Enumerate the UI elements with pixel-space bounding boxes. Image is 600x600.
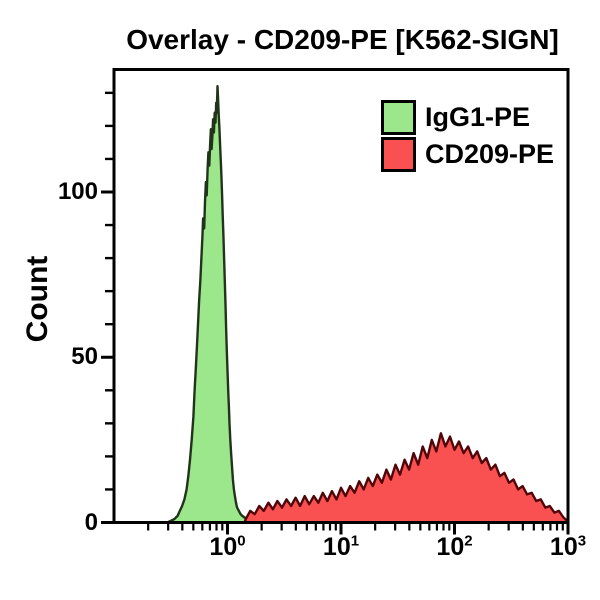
legend-item-cd209: CD209-PE [381,137,554,172]
y-tick-label-50: 50 [71,343,98,371]
legend-swatch-cd209-pe [381,137,416,172]
y-tick-label-0: 0 [84,508,98,536]
series-igg1-pe [166,85,260,524]
series-cd209-pe [243,432,570,524]
legend-label-igg1-pe: IgG1-PE [425,102,531,132]
legend-item-igg1: IgG1-PE [381,100,554,135]
x-tick-label-10e2: 102 [436,532,473,561]
legend: IgG1-PE CD209-PE [381,100,554,174]
legend-label-cd209-pe: CD209-PE [425,139,555,169]
x-tick-label-10e1: 101 [322,532,360,561]
x-tick-label-10e3: 103 [549,532,587,561]
x-tick-label-10e0: 100 [209,532,246,561]
axes-frame [112,68,570,524]
legend-swatch-igg1-pe [381,100,416,135]
y-tick-label-100: 100 [57,178,98,205]
chart-title: Overlay - CD209-PE [K562-SIGN] [126,24,559,55]
